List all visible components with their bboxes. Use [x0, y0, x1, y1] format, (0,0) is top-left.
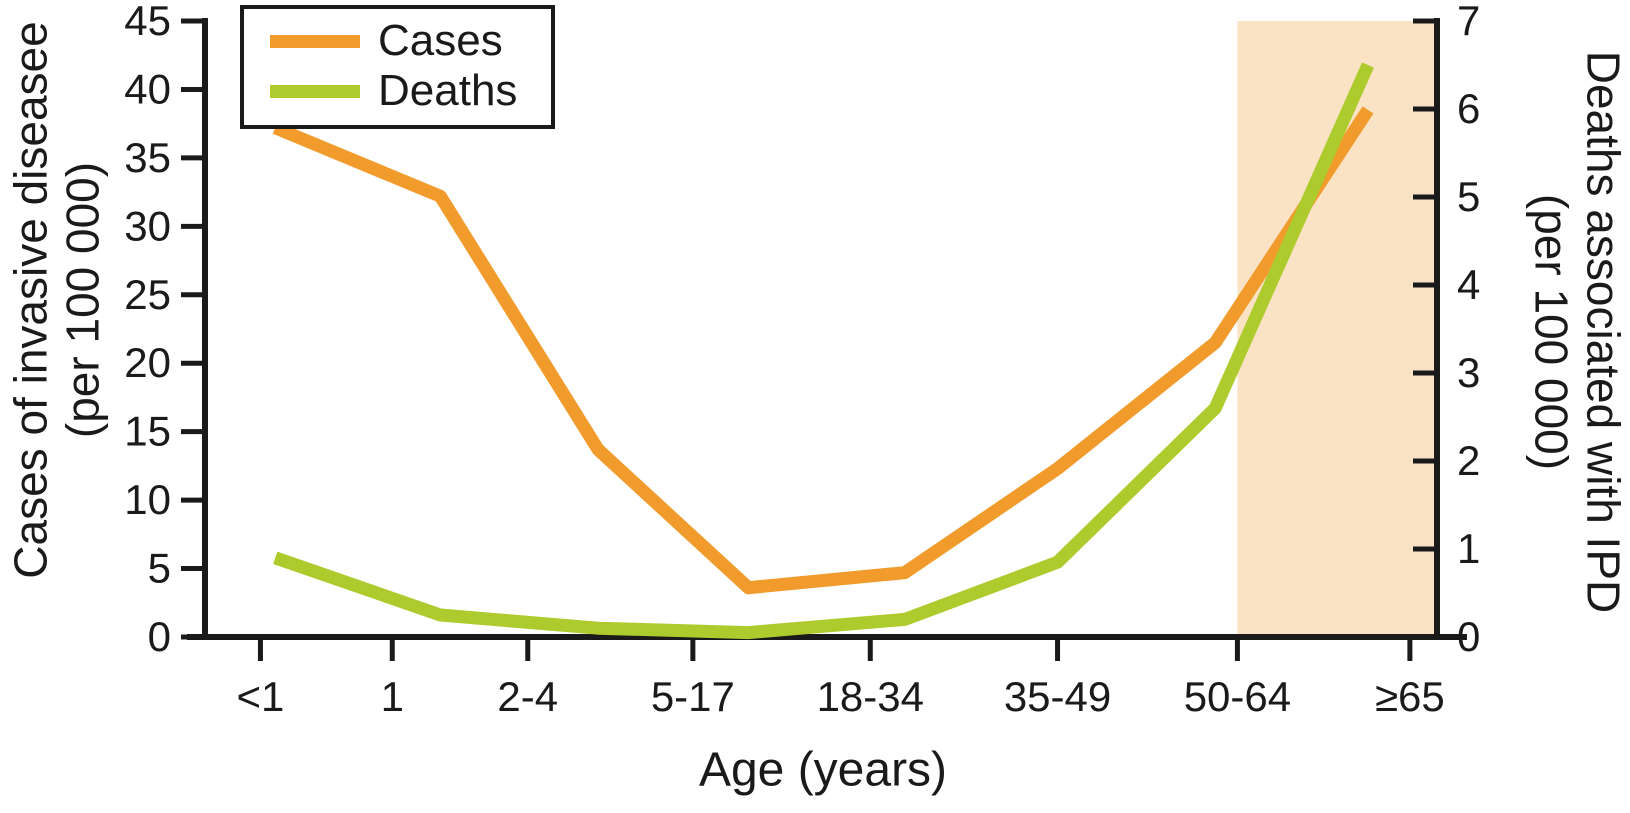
y-right-tick-label: 6	[1457, 85, 1480, 132]
y-axis-left-title: Cases of invasive diseasee (per 100 000)	[4, 21, 108, 579]
x-tick-label: 50-64	[1184, 673, 1291, 720]
x-tick-label: 5-17	[651, 673, 735, 720]
y-left-tick-label: 5	[148, 545, 171, 592]
cases-line	[272, 106, 1374, 595]
x-axis-title: Age (years)	[698, 743, 948, 797]
deaths-line	[273, 62, 1374, 640]
y-axis-right-title-line2: (per 100 000)	[1526, 193, 1578, 471]
highlight-band	[1237, 21, 1437, 637]
y-left-tick-label: 30	[124, 202, 171, 249]
y-left-tick-label: 40	[124, 65, 171, 112]
legend-item-deaths: Deaths	[270, 69, 517, 113]
legend-label-cases: Cases	[378, 16, 503, 65]
y-axis-left-title-line1: Cases of invasive diseasee	[4, 21, 57, 579]
legend-item-cases: Cases	[270, 19, 517, 63]
y-axis-left-title-line2: (per 100 000)	[56, 161, 108, 439]
y-right-tick-label: 1	[1457, 525, 1480, 572]
y-axis-right-title: Deaths associated with IPD (per 100 000)	[1525, 50, 1630, 614]
y-left-tick-label: 35	[124, 134, 171, 181]
y-right-tick-label: 2	[1457, 437, 1480, 484]
y-right-tick-label: 3	[1457, 349, 1480, 396]
x-tick-label: 2-4	[497, 673, 558, 720]
x-tick-label: ≥65	[1375, 673, 1445, 720]
x-tick-label: 1	[381, 673, 404, 720]
y-axis-right-title-line1: Deaths associated with IPD	[1577, 50, 1630, 614]
y-left-tick-label: 25	[124, 271, 171, 318]
y-left-tick-label: 0	[148, 613, 171, 660]
y-right-tick-label: 0	[1457, 613, 1480, 660]
y-right-tick-label: 5	[1457, 173, 1480, 220]
y-left-tick-label: 15	[124, 408, 171, 455]
cases-line-swatch	[270, 34, 360, 48]
y-right-tick-label: 7	[1457, 0, 1480, 44]
legend: Cases Deaths	[240, 5, 556, 129]
x-tick-label: <1	[236, 673, 284, 720]
y-left-tick-label: 20	[124, 339, 171, 386]
deaths-line-swatch	[270, 84, 360, 98]
y-left-tick-label: 45	[124, 0, 171, 44]
x-tick-label: 35-49	[1004, 673, 1111, 720]
legend-label-deaths: Deaths	[378, 66, 518, 115]
y-right-tick-label: 4	[1457, 261, 1480, 308]
x-tick-label: 18-34	[817, 673, 924, 720]
y-left-tick-label: 10	[124, 476, 171, 523]
